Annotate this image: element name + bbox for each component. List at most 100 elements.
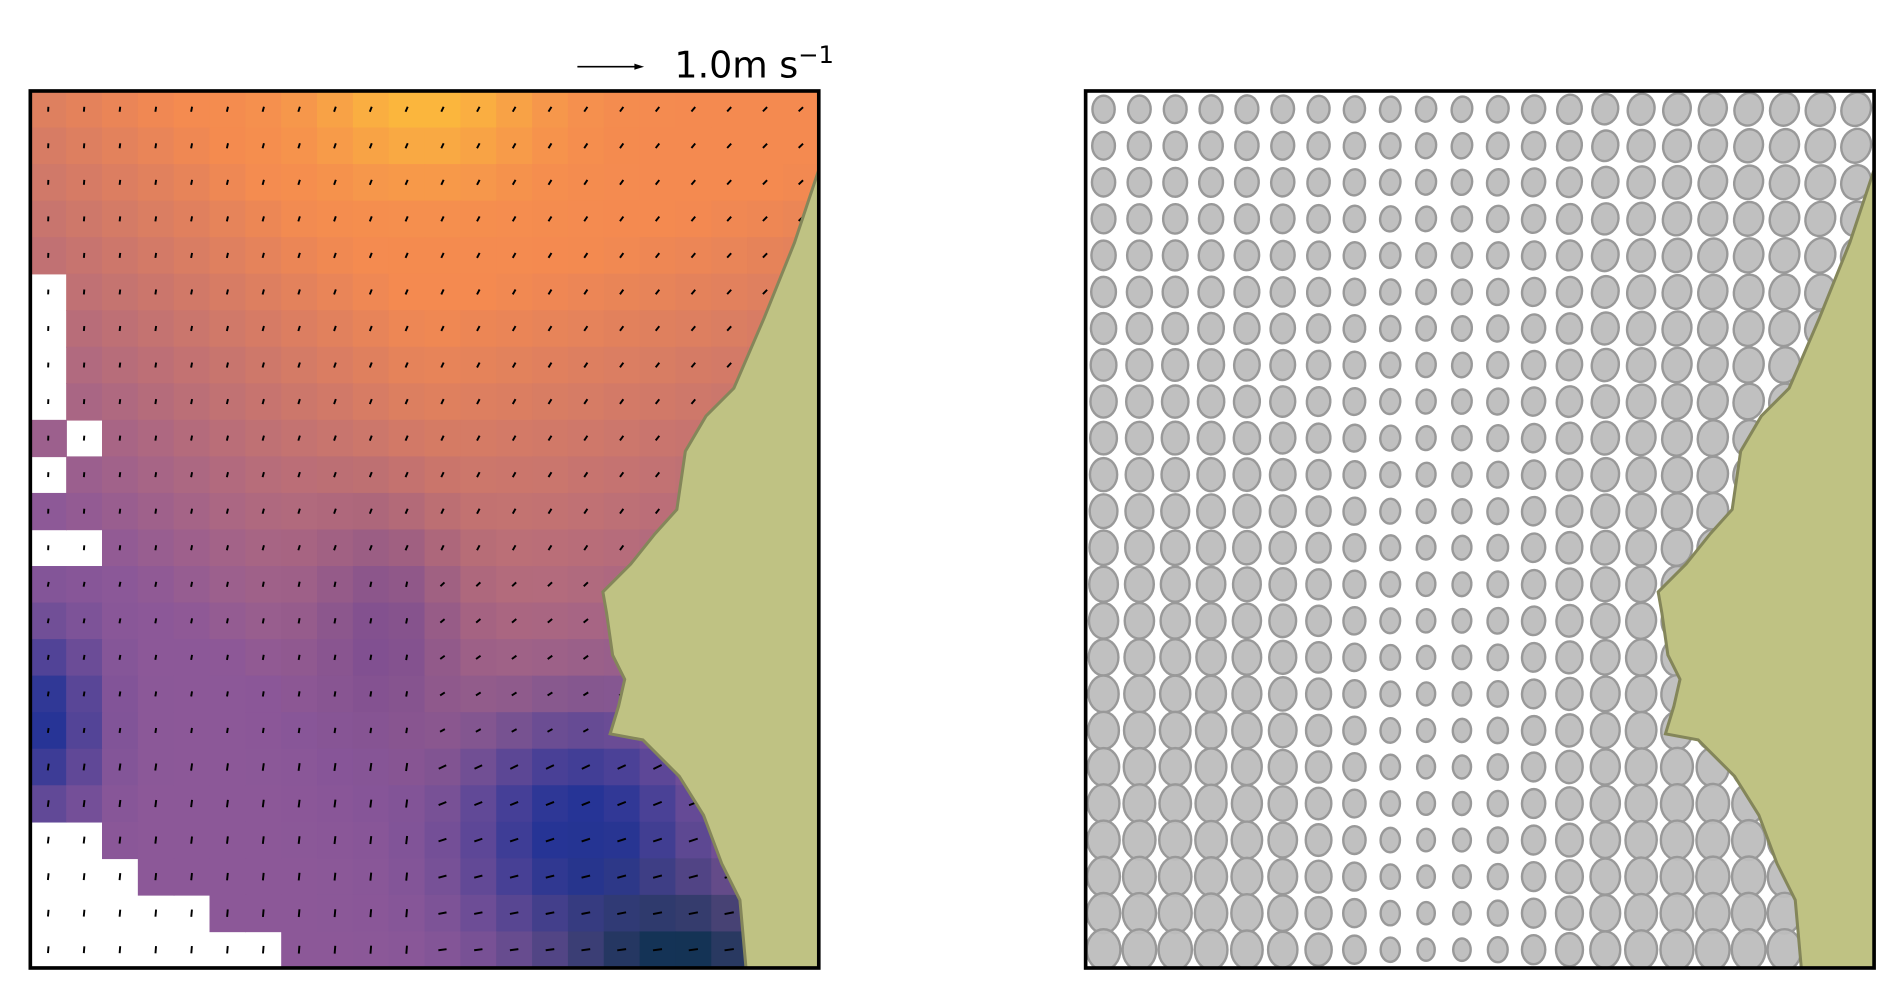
variance-ellipse	[1624, 638, 1658, 677]
current-arrow	[581, 874, 591, 879]
current-arrow	[297, 763, 301, 771]
variance-ellipse	[1342, 824, 1367, 856]
left-panel	[28, 89, 821, 970]
current-arrow	[190, 945, 193, 954]
current-arrow	[82, 946, 86, 954]
variance-ellipse	[1451, 461, 1473, 488]
current-arrow	[368, 216, 373, 222]
current-arrow	[368, 142, 373, 149]
current-arrow	[226, 836, 229, 844]
variance-ellipse	[1589, 711, 1621, 750]
current-arrow	[118, 618, 122, 624]
variance-ellipse	[1485, 314, 1510, 343]
current-arrow	[547, 544, 553, 551]
current-arrow	[262, 945, 265, 954]
variance-ellipse	[1590, 165, 1620, 199]
variance-ellipse	[1089, 275, 1118, 309]
current-arrow	[154, 362, 158, 368]
variance-ellipse	[1231, 638, 1263, 676]
current-arrow	[476, 435, 481, 442]
current-arrow	[368, 398, 373, 405]
current-arrow	[583, 106, 589, 113]
current-arrow	[688, 837, 699, 843]
variance-ellipse	[1126, 130, 1153, 162]
current-arrow	[511, 215, 517, 222]
current-arrow	[762, 179, 768, 186]
current-arrow	[511, 435, 517, 442]
current-arrow	[690, 325, 696, 332]
variance-ellipse	[1122, 783, 1157, 824]
variance-ellipse	[1124, 493, 1155, 530]
variance-ellipse	[1194, 710, 1228, 751]
variance-ellipse	[1659, 855, 1695, 898]
current-arrow	[619, 106, 625, 113]
current-arrow	[581, 764, 591, 770]
variance-ellipse	[1342, 861, 1367, 892]
variance-ellipse	[1304, 677, 1333, 711]
variance-ellipse	[1378, 205, 1402, 233]
variance-ellipse	[1160, 456, 1191, 493]
current-arrow	[511, 179, 517, 186]
variance-ellipse	[1379, 936, 1402, 964]
variance-ellipse	[1520, 130, 1547, 161]
current-arrow	[297, 398, 301, 405]
variance-ellipse	[1415, 498, 1437, 525]
current-arrow	[333, 398, 337, 405]
current-arrow	[690, 106, 696, 113]
current-arrow	[439, 581, 446, 587]
variance-ellipse	[1232, 348, 1261, 382]
variance-ellipse	[1554, 786, 1584, 822]
variance-ellipse	[1160, 384, 1190, 419]
variance-ellipse	[1733, 91, 1765, 127]
variance-ellipse	[1450, 95, 1474, 124]
current-arrow	[617, 764, 627, 770]
variance-ellipse	[1659, 892, 1695, 935]
current-arrow	[654, 106, 661, 113]
variance-ellipse	[1625, 456, 1657, 494]
current-arrow	[405, 727, 409, 734]
current-arrow	[511, 289, 517, 295]
variance-ellipse	[1661, 346, 1693, 384]
variance-ellipse	[1625, 492, 1657, 530]
variance-ellipse	[1198, 94, 1224, 125]
current-arrow	[261, 435, 265, 441]
variance-ellipse	[1416, 827, 1437, 853]
current-arrow	[619, 508, 625, 515]
variance-ellipse	[1122, 710, 1156, 751]
variance-ellipse	[1342, 95, 1367, 124]
variance-ellipse	[1804, 200, 1837, 238]
current-arrow	[333, 872, 337, 881]
variance-ellipse	[1590, 311, 1620, 346]
variance-ellipse	[1554, 858, 1585, 895]
variance-ellipse	[1589, 602, 1621, 640]
variance-ellipse	[1485, 168, 1510, 197]
current-arrow	[583, 471, 589, 478]
variance-ellipse	[1378, 278, 1402, 306]
current-arrow	[118, 398, 122, 405]
variance-ellipse	[1486, 350, 1510, 380]
variance-ellipse	[1268, 530, 1298, 565]
current-arrow	[297, 289, 301, 295]
current-arrow	[688, 874, 699, 879]
variance-ellipse	[1659, 746, 1695, 788]
variance-ellipse	[1661, 128, 1693, 164]
variance-ellipse	[1520, 203, 1547, 235]
current-arrow	[154, 909, 158, 917]
variance-ellipse	[1234, 130, 1260, 162]
variance-ellipse	[1555, 348, 1584, 382]
variance-ellipse	[1304, 713, 1333, 748]
current-arrow	[190, 362, 194, 368]
current-arrow	[261, 325, 265, 332]
current-arrow	[368, 252, 373, 259]
variance-ellipse	[1232, 493, 1262, 529]
current-arrow	[690, 398, 696, 405]
variance-ellipse	[1555, 494, 1584, 528]
variance-ellipse	[1161, 348, 1190, 383]
variance-ellipse	[1589, 893, 1622, 933]
variance-ellipse	[1486, 424, 1510, 453]
variance-ellipse	[1415, 717, 1437, 744]
variance-ellipse	[1555, 676, 1584, 712]
current-arrow	[225, 398, 229, 405]
variance-ellipse	[1486, 679, 1510, 708]
variance-ellipse	[1768, 200, 1801, 238]
